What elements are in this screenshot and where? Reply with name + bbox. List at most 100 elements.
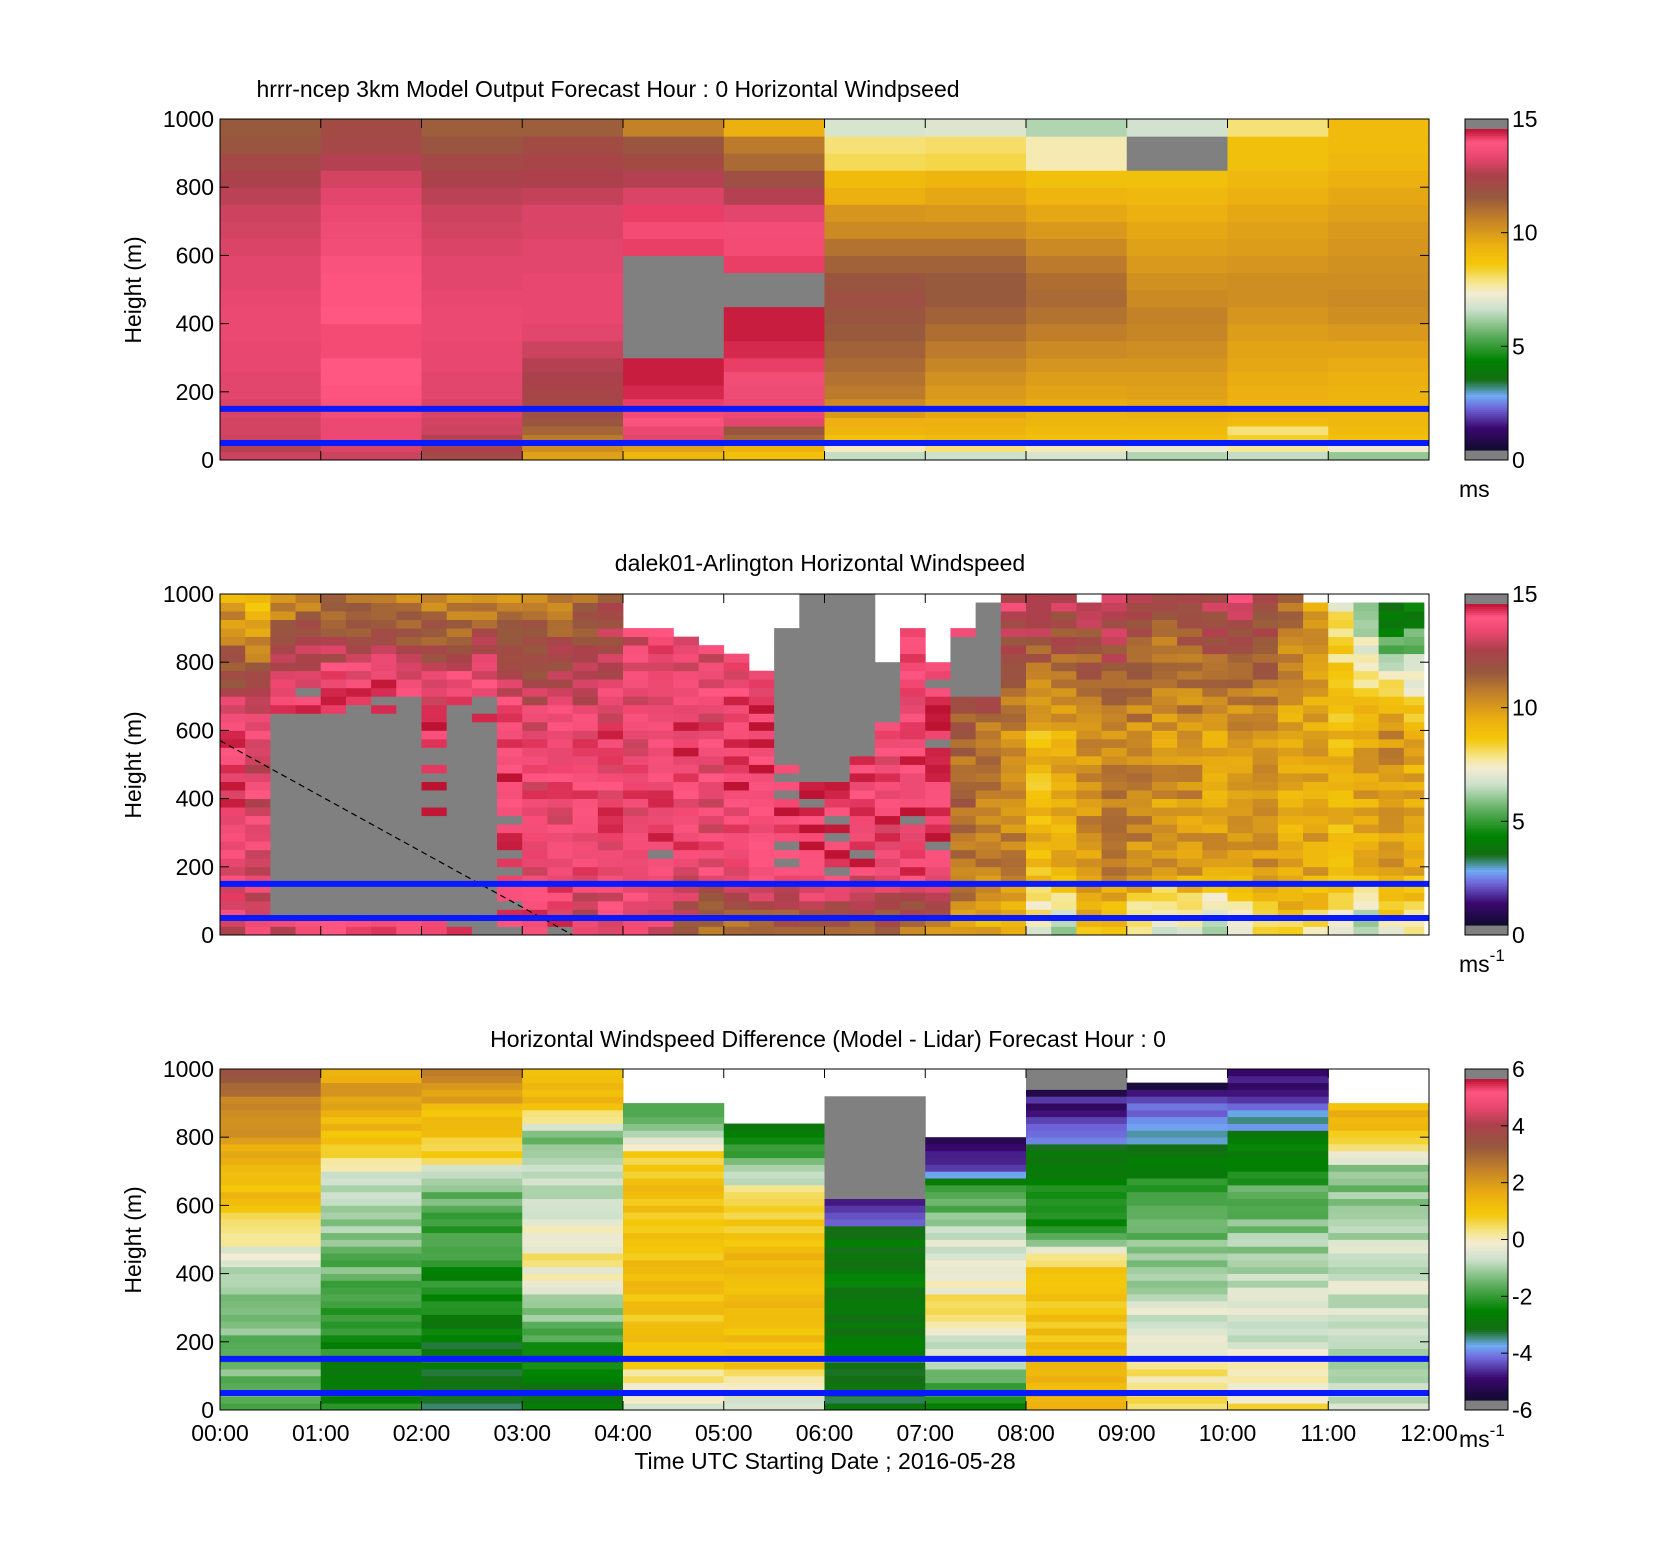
lidar-cell xyxy=(623,790,649,800)
colorbar-swatch xyxy=(1465,188,1508,192)
model-cell xyxy=(220,187,322,205)
lidar-cell xyxy=(824,798,851,808)
lidar-cell xyxy=(245,909,271,919)
lidar-cell xyxy=(421,747,448,757)
diff-cell xyxy=(1026,1198,1128,1206)
lidar-cell xyxy=(673,824,699,834)
colorbar-unit: ms xyxy=(1459,476,1490,502)
lidar-cell xyxy=(572,755,599,765)
lidar-cell xyxy=(1076,832,1102,842)
lidar-cell xyxy=(950,747,977,757)
lidar-cell xyxy=(1151,662,1178,672)
diff-cell xyxy=(320,1259,422,1268)
colorbar-swatch xyxy=(1465,852,1508,855)
diff-cell xyxy=(522,1300,624,1309)
lidar-cell xyxy=(723,798,750,808)
model-cell xyxy=(723,434,826,444)
diff-cell xyxy=(220,1348,322,1356)
lidar-cell xyxy=(849,815,876,825)
lidar-cell xyxy=(345,679,372,689)
model-cell xyxy=(320,371,423,386)
lidar-cell xyxy=(1101,594,1128,603)
colorbar-swatch xyxy=(1465,370,1508,374)
lidar-cell xyxy=(1026,858,1052,868)
lidar-cell xyxy=(824,815,851,825)
colorbar-swatch xyxy=(1465,1318,1508,1322)
colorbar-swatch xyxy=(1465,443,1508,447)
colorbar-tick-label: 15 xyxy=(1512,106,1538,132)
colorbar-swatch xyxy=(1465,368,1508,372)
lidar-cell xyxy=(1000,730,1027,740)
diff-cell xyxy=(1126,1225,1228,1234)
colorbar-swatch xyxy=(1465,1260,1508,1264)
colorbar-swatch xyxy=(1465,1350,1508,1354)
lidar-cell xyxy=(1403,858,1425,868)
colorbar-swatch xyxy=(1465,1117,1508,1121)
lidar-cell xyxy=(748,858,775,868)
lidar-cell xyxy=(1051,619,1077,629)
model-cell xyxy=(1126,272,1229,291)
lidar-cell xyxy=(572,704,599,714)
model-cell xyxy=(421,442,523,453)
lidar-cell xyxy=(572,738,599,748)
lidar-cell xyxy=(1328,849,1354,859)
lidar-cell xyxy=(1151,594,1178,603)
lidar-cell xyxy=(950,696,977,706)
model-cell xyxy=(1227,442,1329,453)
lidar-cell xyxy=(396,900,422,910)
lidar-cell xyxy=(220,841,246,851)
lidar-cell xyxy=(950,883,977,893)
lidar-cell xyxy=(1303,730,1329,740)
model-cell xyxy=(1126,371,1229,386)
lidar-cell xyxy=(446,611,473,620)
lidar-cell xyxy=(849,849,876,859)
lidar-cell xyxy=(1076,764,1102,774)
lidar-cell xyxy=(270,721,296,731)
model-cell xyxy=(1328,136,1429,154)
diff-cell xyxy=(925,1341,1027,1350)
lidar-cell xyxy=(1378,730,1405,740)
colorbar-swatch xyxy=(1465,1138,1508,1142)
diff-cell xyxy=(421,1307,523,1315)
model-cell xyxy=(623,170,725,188)
lidar-cell xyxy=(345,628,372,638)
model-cell xyxy=(1026,417,1128,427)
colorbar-swatch xyxy=(1465,199,1508,203)
lidar-cell xyxy=(799,611,825,620)
model-cell xyxy=(220,238,322,256)
lidar-cell xyxy=(421,841,448,851)
lidar-cell xyxy=(623,696,649,706)
colorbar-swatch xyxy=(1465,424,1508,428)
lidar-cell xyxy=(874,747,901,757)
lidar-cell xyxy=(1000,738,1027,748)
lidar-cell xyxy=(1076,670,1102,680)
colorbar-swatch xyxy=(1465,231,1508,235)
lidar-cell xyxy=(623,841,649,851)
lidar-cell xyxy=(497,917,523,927)
lidar-cell xyxy=(1252,764,1279,774)
diff-cell xyxy=(623,1157,725,1165)
lidar-cell xyxy=(1000,858,1027,868)
lidar-cell xyxy=(1378,670,1405,680)
diff-cell xyxy=(522,1314,624,1322)
lidar-cell xyxy=(673,849,699,859)
lidar-cell xyxy=(1076,730,1102,740)
model-cell xyxy=(1026,272,1128,291)
diff-cell xyxy=(1328,1157,1429,1165)
lidar-cell xyxy=(446,755,473,765)
lidar-cell xyxy=(1202,764,1228,774)
diff-cell xyxy=(723,1246,825,1254)
lidar-cell xyxy=(1101,679,1128,689)
lidar-cell xyxy=(1227,747,1254,757)
colorbar-swatch xyxy=(1465,1093,1508,1097)
colorbar-swatch xyxy=(1465,304,1508,308)
colorbar-tick-label: -6 xyxy=(1512,1397,1532,1423)
lidar-cell xyxy=(396,798,422,808)
lidar-cell xyxy=(1101,747,1128,757)
lidar-cell xyxy=(950,807,977,817)
lidar-cell xyxy=(471,594,498,603)
model-cell xyxy=(824,255,926,274)
diff-cell xyxy=(320,1096,422,1104)
lidar-cell xyxy=(295,866,322,876)
colorbar-swatch xyxy=(1465,1079,1508,1082)
